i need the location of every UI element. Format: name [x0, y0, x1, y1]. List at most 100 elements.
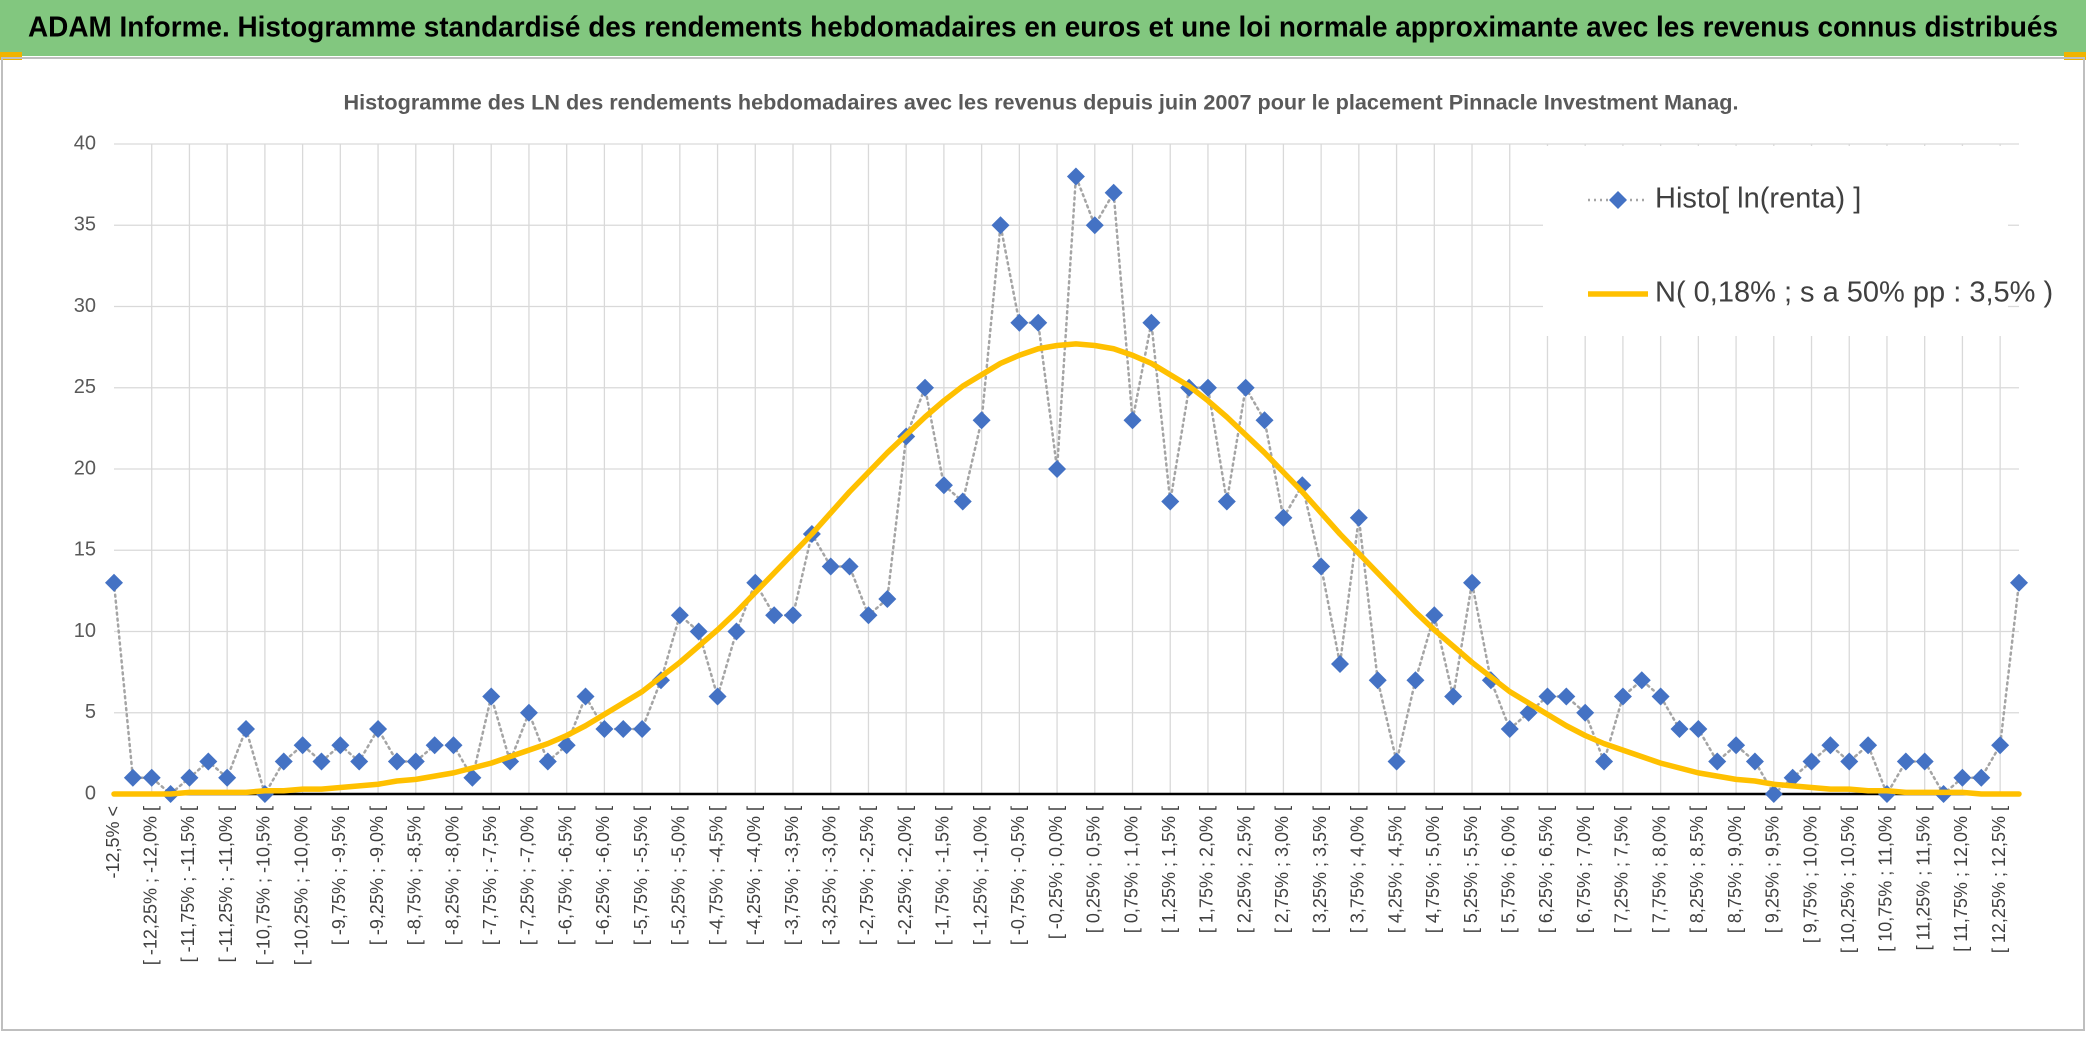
data-point — [1085, 216, 1104, 235]
legend-marker — [1609, 191, 1627, 209]
x-tick-label: [ -5,75% ; -5,5% [ — [631, 806, 651, 945]
data-point — [482, 687, 501, 706]
data-point — [293, 736, 312, 755]
data-point — [425, 736, 444, 755]
x-tick-label: [ 0,75% ; 1,0% [ — [1121, 806, 1141, 933]
data-point — [199, 752, 218, 771]
data-point — [406, 752, 425, 771]
data-point — [123, 768, 142, 787]
data-point — [331, 736, 350, 755]
data-point — [1217, 492, 1236, 511]
y-tick-label: 5 — [85, 701, 96, 723]
x-tick-label: -12,5% < — [103, 806, 123, 879]
data-point — [821, 557, 840, 576]
x-tick-label: [ 4,75% ; 5,0% [ — [1423, 806, 1443, 933]
x-tick-label: [ -4,75% ; -4,5% [ — [706, 806, 726, 945]
series-line — [111, 341, 2022, 797]
x-tick-label: [ -3,25% ; -3,0% [ — [819, 806, 839, 945]
corner-mark — [2064, 52, 2086, 60]
data-point — [387, 752, 406, 771]
corner-mark — [0, 52, 22, 60]
x-tick-label: [ -11,25% ; -11,0% [ — [216, 806, 236, 962]
data-point — [595, 720, 614, 738]
data-point — [1444, 687, 1463, 706]
x-tick-label: [ 8,75% ; 9,0% [ — [1725, 806, 1745, 933]
data-point — [727, 622, 746, 641]
data-point — [1576, 703, 1595, 722]
data-point — [1991, 736, 2010, 755]
x-tick-label: [ 8,25% ; 8,5% [ — [1687, 806, 1707, 933]
x-tick-label: [ -8,75% ; -8,5% [ — [405, 806, 425, 945]
data-point — [916, 378, 935, 397]
data-point — [105, 573, 123, 592]
y-tick-label: 10 — [74, 620, 96, 642]
data-point — [218, 768, 237, 787]
x-tick-label: [ 5,25% ; 5,5% [ — [1461, 806, 1481, 933]
x-tick-label: [ 1,75% ; 2,0% [ — [1197, 806, 1217, 933]
data-point — [444, 736, 463, 755]
data-point — [1066, 167, 1085, 186]
chart-title: Histogramme des LN des rendements hebdom… — [344, 92, 1739, 115]
y-tick-label: 0 — [85, 782, 96, 804]
data-point — [1368, 671, 1387, 690]
x-tick-label: [ -2,25% ; -2,0% [ — [895, 806, 915, 945]
data-point — [840, 557, 859, 576]
data-point — [1727, 736, 1746, 755]
x-tick-label: [ 3,25% ; 3,5% [ — [1310, 806, 1330, 933]
data-point — [463, 768, 482, 787]
x-tick-label: [ -7,25% ; -7,0% [ — [518, 806, 538, 945]
data-point — [1387, 752, 1406, 771]
data-point — [1161, 492, 1180, 511]
data-point — [180, 768, 199, 787]
x-tick-label: [ 3,75% ; 4,0% [ — [1348, 806, 1368, 933]
x-tick-label: [ -5,25% ; -5,0% [ — [669, 806, 689, 945]
x-tick-label: [ 11,75% ; 12,0% [ — [1951, 806, 1971, 952]
x-tick-label: [ -3,75% ; -3,5% [ — [782, 806, 802, 945]
data-point — [1764, 785, 1783, 803]
data-point — [1708, 752, 1727, 771]
data-point — [237, 720, 256, 738]
data-point — [1029, 313, 1048, 332]
y-tick-label: 20 — [74, 457, 96, 479]
data-point — [350, 752, 369, 771]
x-tick-label: [ 7,75% ; 8,0% [ — [1649, 806, 1669, 933]
x-tick-label: [ -1,25% ; -1,0% [ — [970, 806, 990, 945]
data-point — [708, 687, 727, 706]
data-point — [519, 703, 538, 722]
data-point — [1840, 752, 1859, 771]
data-point — [1915, 752, 1934, 771]
x-tick-label: [ 12,25% ; 12,5% [ — [1989, 806, 2009, 953]
data-point — [1632, 671, 1651, 690]
data-point — [274, 752, 293, 771]
data-point — [538, 752, 557, 771]
page-title: ADAM Informe. Histogramme standardisé de… — [28, 12, 2058, 44]
data-point — [953, 492, 972, 511]
legend-box — [1543, 146, 2008, 336]
data-point — [1953, 768, 1972, 787]
x-tick-label: [ -1,75% ; -1,5% [ — [933, 806, 953, 945]
data-point — [312, 752, 331, 771]
data-point — [765, 606, 784, 625]
y-tick-label: 35 — [74, 214, 96, 236]
x-tick-label: [ 9,75% ; 10,0% [ — [1800, 806, 1820, 943]
data-point — [1670, 720, 1689, 738]
data-point — [1142, 313, 1161, 332]
y-tick-label: 25 — [74, 376, 96, 398]
data-point — [972, 411, 991, 430]
data-point — [1463, 573, 1482, 592]
data-point — [1745, 752, 1764, 771]
x-tick-label: [ -8,25% ; -8,0% [ — [442, 806, 462, 945]
data-point — [1330, 655, 1349, 673]
data-point — [614, 720, 633, 738]
x-tick-label: [ -12,25% ; -12,0% [ — [140, 806, 160, 965]
x-tick-label: [ 1,25% ; 1,5% [ — [1159, 806, 1179, 933]
data-point — [1274, 508, 1293, 527]
x-tick-label: [ -2,75% ; -2,5% [ — [857, 806, 877, 945]
data-point — [1255, 411, 1274, 430]
data-point — [1651, 687, 1670, 706]
x-tick-label: [ 2,25% ; 2,5% [ — [1234, 806, 1254, 933]
data-point — [369, 720, 388, 738]
chart-border — [1, 57, 2085, 1031]
x-tick-label: [ 11,25% ; 11,5% [ — [1913, 806, 1933, 950]
